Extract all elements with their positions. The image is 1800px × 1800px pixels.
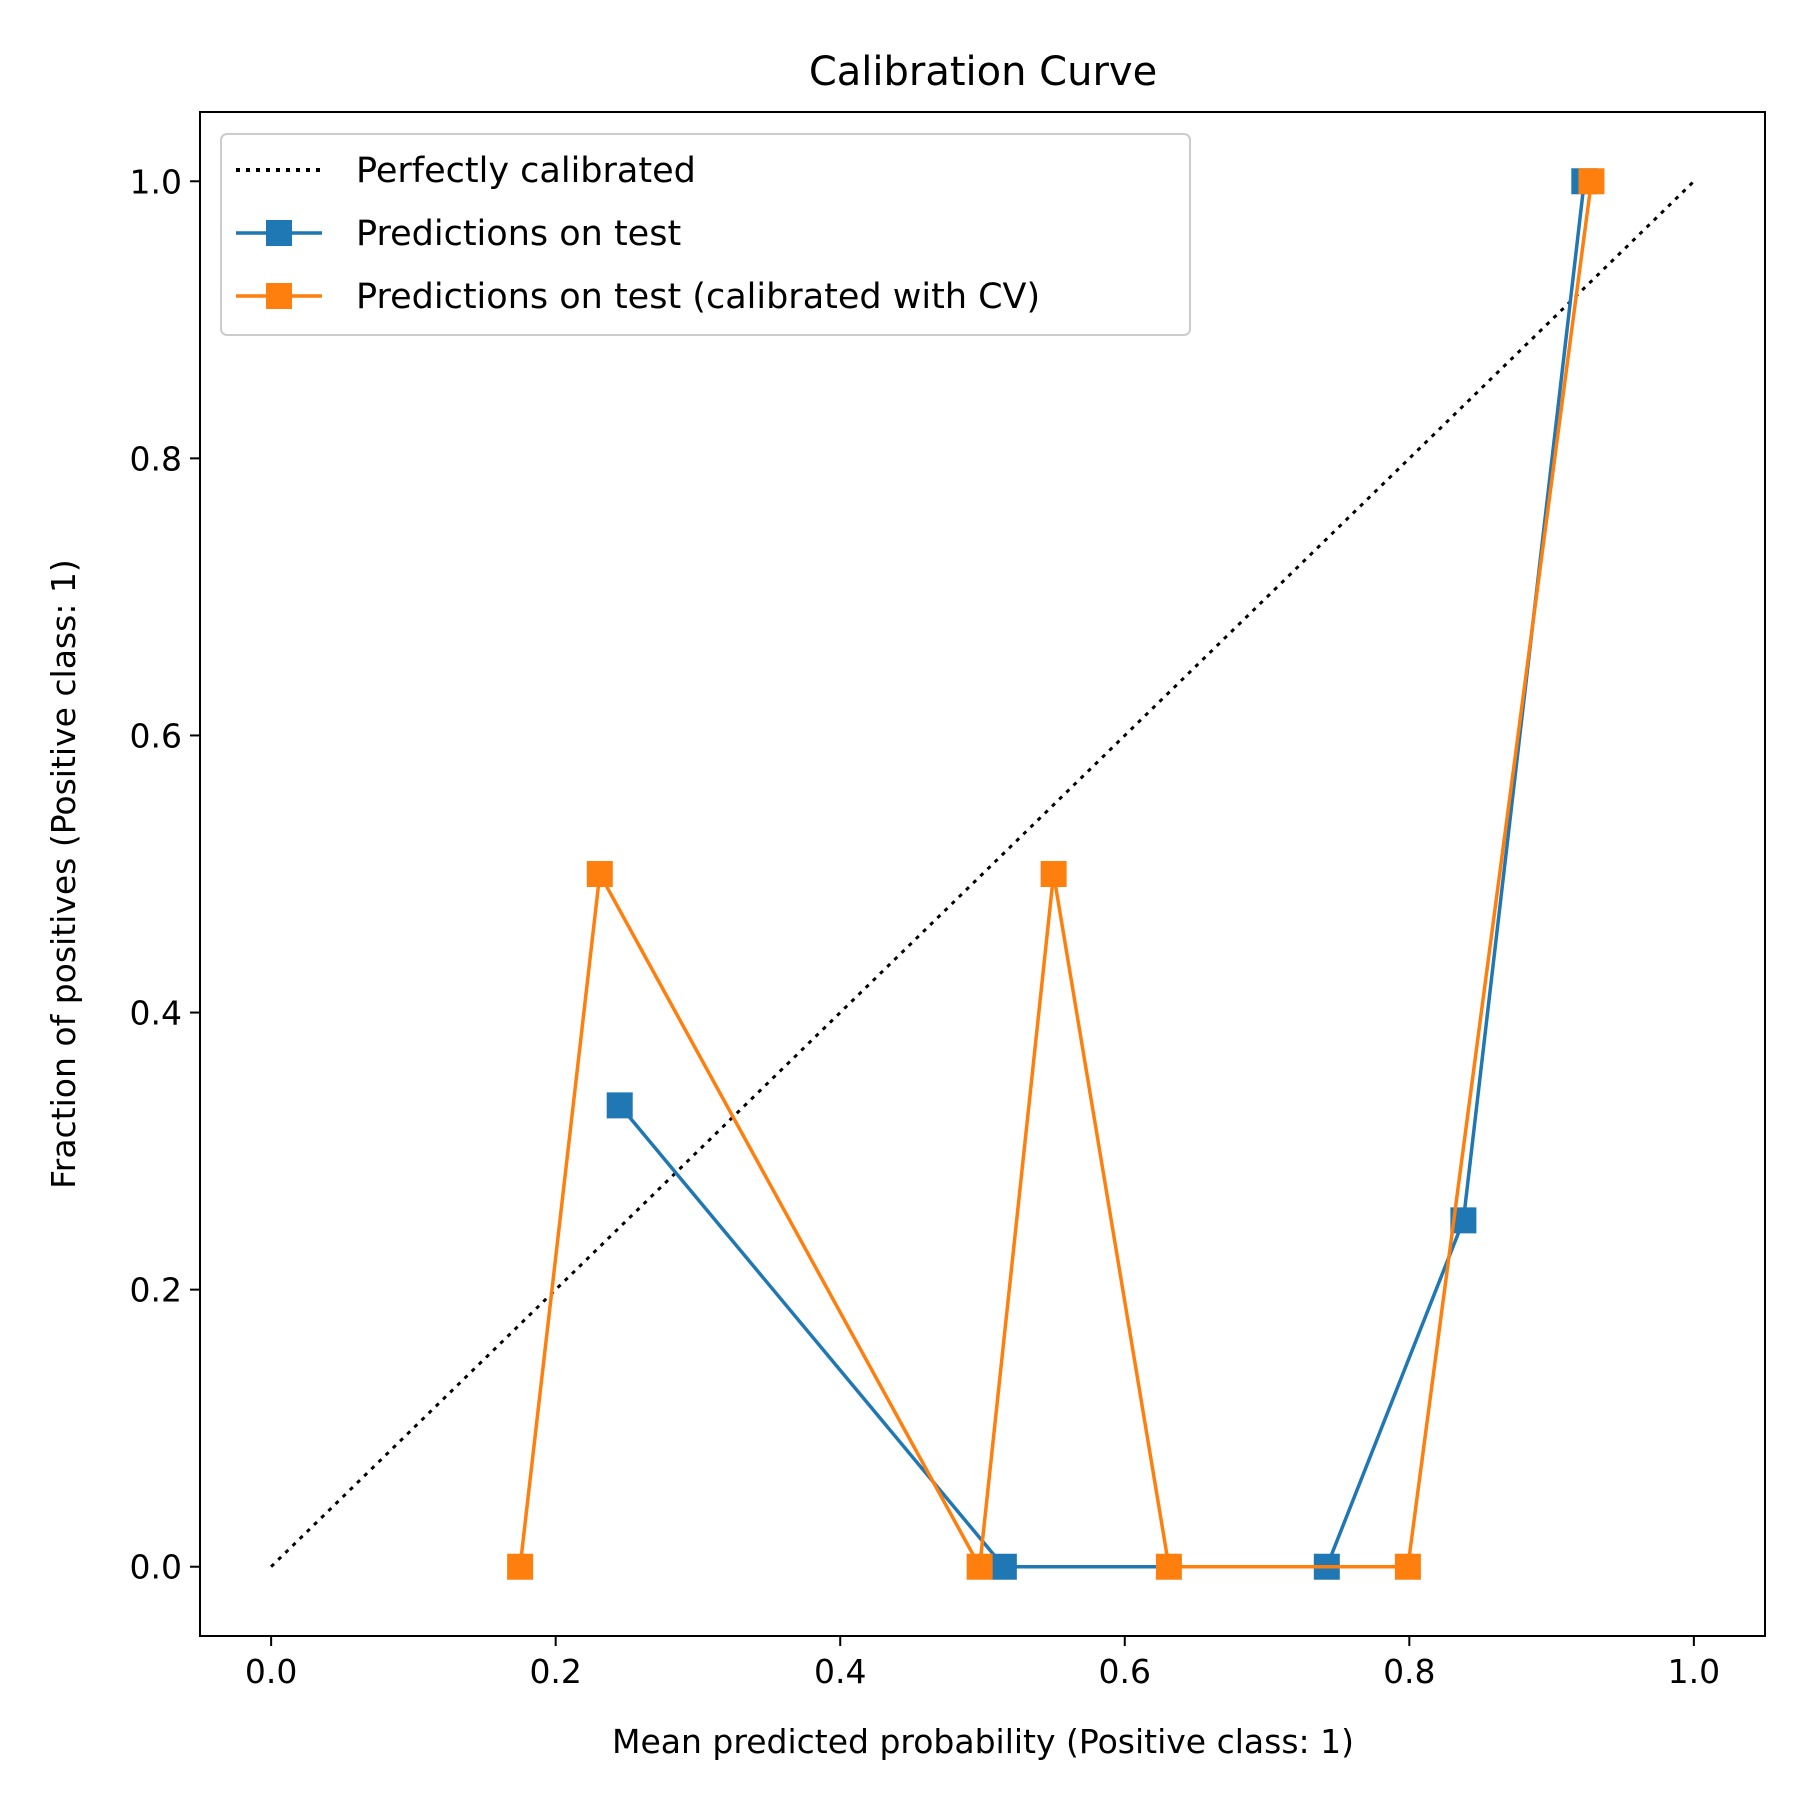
x-tick-label: 0.0 [245, 1652, 297, 1691]
legend-marker-3 [266, 283, 292, 309]
y-tick-label: 0.0 [130, 1548, 182, 1587]
axis-ticks: 0.0 0.2 0.4 0.6 0.8 1.0 0.0 0.2 0.4 0.6 0.8 1.0 [130, 162, 1721, 1691]
x-axis-label: Mean predicted probability (Positive cla… [612, 1722, 1354, 1761]
series-3-marker [1040, 861, 1067, 887]
legend-label-2: Predictions on test [356, 214, 681, 254]
legend-marker-2 [266, 220, 292, 246]
series-2-marker [990, 1553, 1017, 1580]
series-3-marker [507, 1553, 534, 1580]
x-tick-label: 0.6 [1099, 1652, 1151, 1691]
x-tick-label: 0.4 [814, 1652, 866, 1691]
x-tick-label: 1.0 [1668, 1652, 1720, 1691]
chart-title: Calibration Curve [809, 49, 1157, 95]
series-3-marker [1578, 168, 1605, 195]
legend-label-1: Perfectly calibrated [356, 151, 696, 191]
legend-box [220, 133, 1191, 336]
x-tick-label: 0.8 [1383, 1652, 1435, 1691]
y-tick-label: 0.6 [130, 716, 182, 755]
x-tick-label: 0.2 [529, 1652, 581, 1691]
y-tick-label: 0.8 [130, 439, 182, 478]
y-tick-label: 0.4 [130, 994, 182, 1033]
series-3-marker [586, 861, 613, 887]
legend-label-3: Predictions on test (calibrated with CV) [356, 277, 1040, 317]
series-3-marker [1155, 1553, 1182, 1580]
y-tick-label: 1.0 [130, 162, 182, 201]
y-axis-label: Fraction of positives (Positive class: 1… [44, 559, 83, 1189]
legend: Perfectly calibrated Predictions on test P… [220, 133, 1191, 336]
series-line-1 [270, 180, 1695, 1568]
series-3-marker [1394, 1553, 1421, 1580]
y-tick-label: 0.2 [130, 1271, 182, 1310]
plot-area [270, 168, 1695, 1580]
plot-frame [199, 111, 1766, 1637]
series-2-marker [606, 1092, 633, 1119]
series-3-marker [966, 1553, 993, 1580]
